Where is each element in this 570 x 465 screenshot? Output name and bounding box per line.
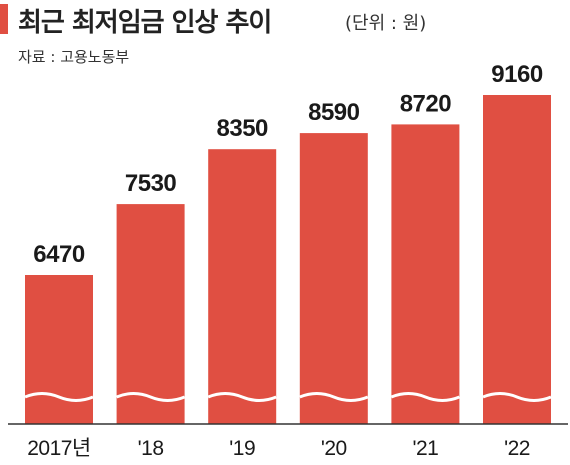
- axis-break-mark: [390, 392, 460, 402]
- title-accent-bar: [0, 4, 8, 34]
- bars-group: [24, 95, 552, 425]
- bar: [208, 149, 277, 424]
- bar: [391, 124, 460, 425]
- axis-break-mark: [482, 392, 552, 402]
- value-label: 6470: [33, 241, 85, 268]
- axis-break-mark: [24, 392, 94, 402]
- x-tick-label: 2017년: [27, 437, 91, 460]
- value-label: 9160: [491, 61, 543, 88]
- value-labels-group: 6470 7530 8350 8590 8720 9160: [33, 61, 543, 268]
- value-label: 8720: [400, 90, 452, 117]
- axis-break-mark: [299, 392, 369, 402]
- source-label: 자료 : 고용노동부: [18, 48, 130, 66]
- x-tick-label: '22: [504, 437, 530, 460]
- x-tick-label: '19: [229, 437, 255, 460]
- axis-break-mark: [116, 392, 186, 402]
- value-label: 8590: [308, 99, 360, 126]
- tick-labels-group: 2017년 '18 '19 '20 '21 '22: [27, 437, 530, 460]
- value-label: 7530: [125, 170, 177, 197]
- x-tick-label: '21: [412, 437, 438, 460]
- value-label: 8350: [217, 115, 269, 142]
- bar: [299, 133, 368, 424]
- bar: [25, 275, 93, 424]
- x-tick-label: '18: [138, 437, 164, 460]
- unit-label: (단위 : 원): [345, 13, 427, 34]
- x-tick-label: '20: [321, 437, 347, 460]
- bar: [116, 204, 185, 424]
- bar: [483, 95, 551, 424]
- chart-title: 최근 최저임금 인상 추이: [18, 8, 272, 38]
- axis-break-mark: [207, 392, 277, 402]
